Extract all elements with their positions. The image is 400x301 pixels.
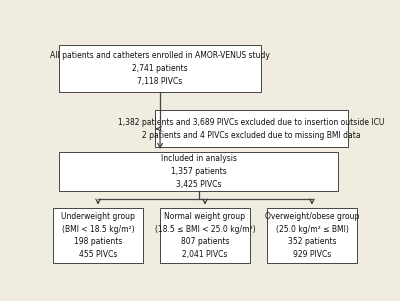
Text: 3,425 PIVCs: 3,425 PIVCs <box>176 180 222 189</box>
Text: Overweight/obese group: Overweight/obese group <box>265 212 359 221</box>
Text: (18.5 ≤ BMI < 25.0 kg/m²): (18.5 ≤ BMI < 25.0 kg/m²) <box>155 225 255 234</box>
FancyBboxPatch shape <box>155 110 348 147</box>
Text: 352 patients: 352 patients <box>288 237 336 246</box>
Text: 2 patients and 4 PIVCs excluded due to missing BMI data: 2 patients and 4 PIVCs excluded due to m… <box>142 131 361 140</box>
FancyBboxPatch shape <box>59 45 261 92</box>
FancyBboxPatch shape <box>53 208 143 263</box>
Text: Underweight group: Underweight group <box>61 212 135 221</box>
Text: (BMI < 18.5 kg/m²): (BMI < 18.5 kg/m²) <box>62 225 134 234</box>
Text: All patients and catheters enrolled in AMOR-VENUS study: All patients and catheters enrolled in A… <box>50 51 270 60</box>
Text: 807 patients: 807 patients <box>181 237 229 246</box>
Text: 2,741 patients: 2,741 patients <box>132 64 188 73</box>
Text: 7,118 PIVCs: 7,118 PIVCs <box>138 77 183 86</box>
Text: 929 PIVCs: 929 PIVCs <box>293 250 331 259</box>
FancyBboxPatch shape <box>160 208 250 263</box>
Text: 2,041 PIVCs: 2,041 PIVCs <box>182 250 228 259</box>
Text: 198 patients: 198 patients <box>74 237 122 246</box>
FancyBboxPatch shape <box>267 208 357 263</box>
Text: Included in analysis: Included in analysis <box>161 154 237 163</box>
Text: 455 PIVCs: 455 PIVCs <box>79 250 117 259</box>
Text: Normal weight group: Normal weight group <box>164 212 246 221</box>
Text: 1,357 patients: 1,357 patients <box>171 167 227 176</box>
FancyBboxPatch shape <box>59 152 338 191</box>
Text: 1,382 patients and 3,689 PIVCs excluded due to insertion outside ICU: 1,382 patients and 3,689 PIVCs excluded … <box>118 118 385 127</box>
Text: (25.0 kg/m² ≤ BMI): (25.0 kg/m² ≤ BMI) <box>276 225 348 234</box>
